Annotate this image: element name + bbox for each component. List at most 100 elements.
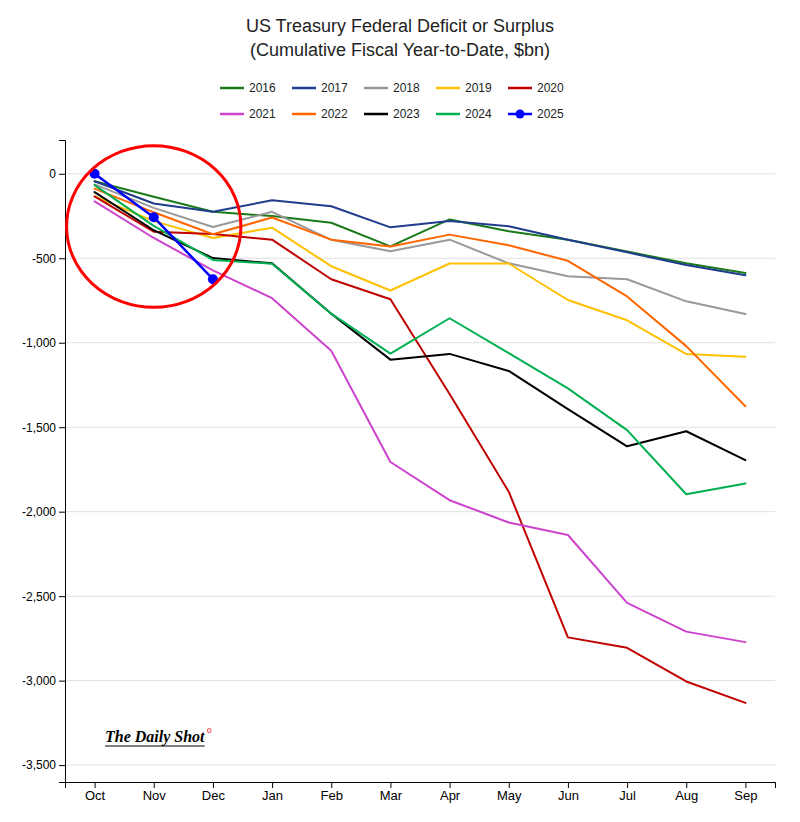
series-line xyxy=(95,192,746,460)
y-tick-label: -2,000 xyxy=(22,505,56,519)
grid-line xyxy=(65,596,775,597)
legend-item: 2018 xyxy=(364,81,420,95)
grid-line xyxy=(65,765,775,766)
x-tick-label: Jan xyxy=(262,788,283,803)
legend-swatch xyxy=(292,113,316,116)
x-tick-mark xyxy=(95,782,96,788)
legend-item: 2023 xyxy=(364,107,420,121)
x-tick-label: Aug xyxy=(675,788,698,803)
x-tick-label: Jun xyxy=(558,788,579,803)
y-tick: -500 xyxy=(32,252,65,266)
subtitle: (Cumulative Fiscal Year-to-Date, $bn) xyxy=(250,40,550,60)
series-line xyxy=(95,196,746,356)
y-tick-label: -1,500 xyxy=(22,421,56,435)
x-tick: May xyxy=(497,782,522,803)
grid-line xyxy=(65,258,775,259)
x-tick: Dec xyxy=(202,782,226,803)
grid xyxy=(65,174,775,765)
y-tick-label: -1,000 xyxy=(22,336,56,350)
x-tick: Aug xyxy=(675,782,698,803)
legend-item: 2019 xyxy=(436,81,492,95)
x-tick: Jul xyxy=(619,782,636,803)
x-tick-mark xyxy=(154,782,155,788)
y-tick: -1,500 xyxy=(22,421,65,435)
series-line xyxy=(95,201,746,642)
x-tick-label: Dec xyxy=(202,788,226,803)
x-tick-mark xyxy=(272,782,273,788)
x-tick-label: Jul xyxy=(619,788,636,803)
x-tick: Mar xyxy=(380,782,403,803)
x-tick-label: Oct xyxy=(85,788,106,803)
legend-swatch xyxy=(220,113,244,116)
x-tick-label: May xyxy=(497,788,522,803)
legend-swatch xyxy=(508,87,532,90)
legend-label: 2018 xyxy=(393,81,420,95)
title: US Treasury Federal Deficit or Surplus xyxy=(246,16,554,36)
x-tick: Sep xyxy=(734,782,757,803)
x-tick-label: Mar xyxy=(380,788,403,803)
grid-line xyxy=(65,427,775,428)
y-tick-label: 0 xyxy=(49,167,56,181)
x-tick: Nov xyxy=(143,782,167,803)
series-line xyxy=(95,185,746,494)
x-tick: Jun xyxy=(558,782,579,803)
grid-line xyxy=(65,173,775,174)
chart: US Treasury Federal Deficit or Surplus (C… xyxy=(0,0,800,822)
x-tick-mark xyxy=(568,782,569,788)
x-tick-label: Nov xyxy=(143,788,167,803)
legend-swatch xyxy=(436,113,460,116)
y-tick-label: -2,500 xyxy=(22,589,56,603)
y-tick: -1,000 xyxy=(22,336,65,350)
y-tick: -2,000 xyxy=(22,505,65,519)
y-tick: -3,000 xyxy=(22,674,65,688)
series-line xyxy=(95,196,746,703)
x-tick-mark xyxy=(745,782,746,788)
legend: 2016 2017 2018 2019 2020 2021 2022 2023 2024 2025 xyxy=(220,81,564,121)
legend-label: 2023 xyxy=(393,107,420,121)
x-tick-label: Feb xyxy=(321,788,343,803)
x-tick-mark xyxy=(686,782,687,788)
legend-label: 2017 xyxy=(321,81,348,95)
plot: 0 -500 -1,000 -1,500 -2,000 -2,500 -3,000 -3,50… xyxy=(22,141,776,804)
y-tick-label: -3,000 xyxy=(22,674,56,688)
y-tick: 0 xyxy=(49,167,65,181)
y-tick-mark xyxy=(59,681,65,682)
legend-swatch xyxy=(292,87,316,90)
grid-line xyxy=(65,680,775,681)
legend-swatch xyxy=(436,87,460,90)
legend-label: 2022 xyxy=(321,107,348,121)
x-tick: Feb xyxy=(321,782,343,803)
legend-item: 2022 xyxy=(292,107,348,121)
y-axis: 0 -500 -1,000 -1,500 -2,000 -2,500 -3,000 -3,50… xyxy=(22,141,66,783)
legend-marker xyxy=(516,110,525,119)
y-tick-mark xyxy=(59,343,65,344)
legend-item: 2016 xyxy=(220,81,276,95)
legend-label: 2020 xyxy=(537,81,564,95)
annotation: ° xyxy=(207,726,213,741)
x-tick: Apr xyxy=(440,782,461,803)
legend-item: 2020 xyxy=(508,81,564,95)
grid-line xyxy=(65,511,775,512)
annotation: The Daily Shot xyxy=(105,728,205,746)
x-tick-mark xyxy=(509,782,510,788)
y-tick-label: -3,500 xyxy=(22,758,56,772)
y-tick-mark xyxy=(59,596,65,597)
legend-label: 2019 xyxy=(465,81,492,95)
legend-label: 2025 xyxy=(537,107,564,121)
legend-label: 2016 xyxy=(249,81,276,95)
y-tick-mark xyxy=(59,427,65,428)
y-tick-mark xyxy=(59,258,65,259)
highlight-ellipse xyxy=(67,146,241,307)
legend-label: 2024 xyxy=(465,107,492,121)
x-tick-mark xyxy=(390,782,391,788)
x-tick-mark xyxy=(450,782,451,788)
annotation-underline xyxy=(105,745,205,746)
legend-item: 2021 xyxy=(220,107,276,121)
legend-label: 2021 xyxy=(249,107,276,121)
legend-swatch xyxy=(364,113,388,116)
legend-swatch xyxy=(364,87,388,90)
legend-item: 2024 xyxy=(436,107,492,121)
legend-swatch xyxy=(220,87,244,90)
series-line xyxy=(95,174,213,279)
y-tick-mark xyxy=(59,512,65,513)
